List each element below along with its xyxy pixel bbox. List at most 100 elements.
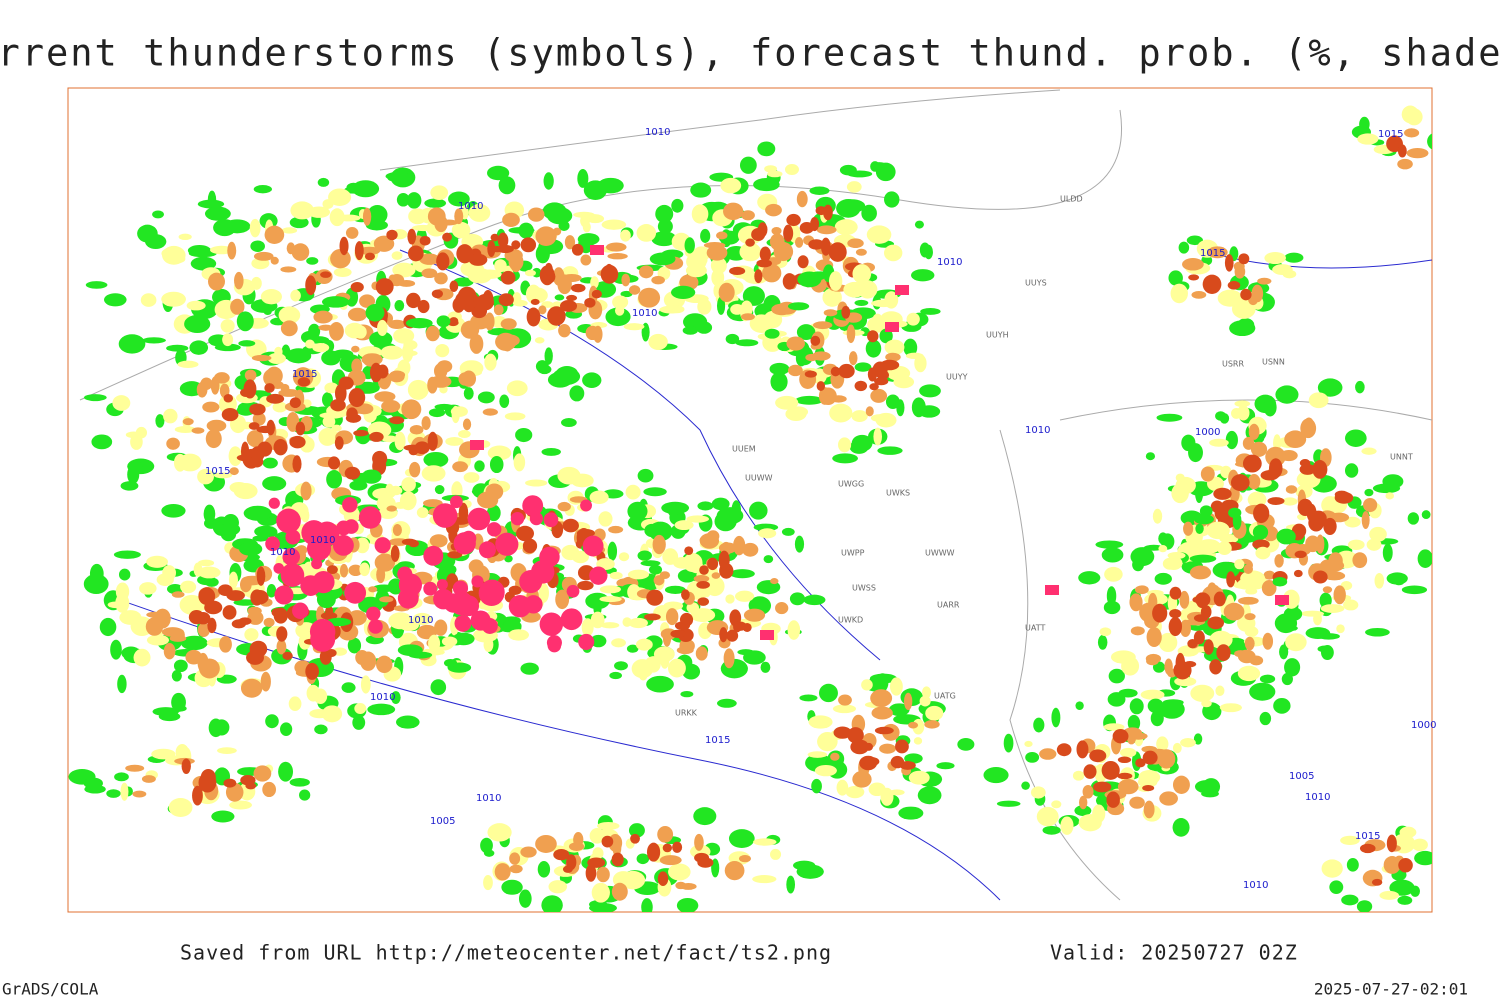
prob-shade [664, 585, 686, 594]
prob-shade [1152, 508, 1163, 524]
prob-shade [391, 251, 403, 260]
prob-shade [1181, 434, 1196, 452]
prob-shade [1083, 764, 1097, 779]
prob-shade [257, 441, 273, 457]
prob-shade [1324, 559, 1345, 572]
prob-shade [435, 343, 450, 358]
prob-shade [855, 248, 867, 256]
prob-shade [83, 777, 103, 789]
prob-shade [730, 304, 744, 315]
prob-shade [584, 297, 596, 308]
storm-symbol [580, 499, 592, 512]
prob-shade [434, 272, 448, 285]
prob-shade [723, 202, 744, 221]
prob-shade [320, 271, 332, 278]
prob-shade [911, 397, 926, 418]
storm-symbol [344, 581, 367, 604]
prob-shade [562, 865, 573, 873]
prob-shade [1180, 737, 1196, 748]
prob-shade [865, 406, 874, 417]
prob-shade [571, 243, 584, 256]
station-label: URKK [675, 709, 698, 718]
prob-shade [803, 594, 826, 606]
prob-shade [1334, 490, 1349, 499]
prob-shade [620, 290, 633, 298]
prob-shade [240, 441, 250, 462]
prob-shade [677, 569, 697, 583]
prob-shade [908, 770, 930, 785]
storm-symbol [282, 547, 301, 566]
prob-shade [775, 602, 789, 615]
prob-shade [1336, 624, 1345, 634]
prob-shade [1282, 269, 1297, 279]
storm-symbol [760, 630, 774, 640]
prob-shade [161, 627, 184, 637]
prob-shade [236, 311, 254, 332]
prob-shade [520, 237, 537, 253]
prob-shade [359, 294, 376, 308]
prob-shade [781, 527, 795, 536]
prob-shade [364, 252, 376, 261]
prob-shade [260, 289, 282, 305]
prob-shade [1157, 749, 1176, 769]
prob-shade [635, 638, 653, 651]
prob-shade [361, 353, 383, 366]
isobar-label: 1000 [1195, 427, 1220, 438]
prob-shade [436, 315, 451, 328]
prob-shade [218, 584, 233, 596]
storm-symbol [885, 322, 899, 332]
prob-shade [1210, 500, 1224, 513]
storm-symbol [443, 593, 464, 613]
prob-shade [872, 313, 883, 328]
prob-shade [711, 268, 725, 287]
prob-shade [208, 272, 225, 291]
prob-shade [449, 280, 459, 292]
prob-shade [423, 451, 449, 468]
prob-shade [795, 236, 804, 248]
storm-symbol [453, 532, 476, 555]
prob-shade [181, 758, 191, 775]
prob-shade [166, 344, 189, 352]
prob-shade [228, 446, 243, 467]
prob-shade [250, 240, 265, 252]
prob-shade [119, 568, 131, 581]
storm-symbol [336, 520, 352, 536]
prob-shade [611, 638, 626, 648]
prob-shade [847, 238, 864, 248]
prob-shade [1170, 283, 1188, 304]
prob-shade [805, 353, 819, 362]
prob-shade [381, 435, 398, 443]
prob-shade [620, 229, 631, 242]
prob-shade [474, 460, 485, 472]
prob-shade [253, 251, 274, 261]
prob-shade [1389, 879, 1415, 896]
prob-shade [885, 394, 900, 410]
isobar-label: 1015 [1378, 129, 1403, 140]
prob-shade [627, 569, 650, 580]
prob-shade [522, 538, 538, 554]
prob-shade [649, 252, 676, 266]
prob-shade [263, 308, 272, 315]
prob-shade [500, 270, 516, 285]
storm-symbol [397, 587, 419, 609]
prob-shade [361, 469, 382, 484]
prob-shade [626, 644, 639, 653]
prob-shade [1284, 430, 1307, 449]
storm-symbol [454, 614, 472, 632]
prob-shade [648, 333, 668, 350]
prob-shade [506, 380, 528, 397]
prob-shade [847, 727, 864, 744]
prob-shade [884, 191, 900, 208]
prob-shade [394, 299, 405, 312]
prob-shade [146, 555, 169, 568]
prob-shade [535, 360, 549, 373]
prob-shade [1244, 636, 1255, 651]
prob-shade [623, 323, 645, 331]
prob-shade [1393, 577, 1405, 586]
prob-shade [884, 291, 899, 309]
prob-shade [388, 612, 413, 630]
prob-shade [386, 505, 397, 512]
prob-shade [589, 490, 609, 505]
isobar-label: 1000 [1411, 720, 1436, 731]
prob-shade [175, 743, 189, 761]
